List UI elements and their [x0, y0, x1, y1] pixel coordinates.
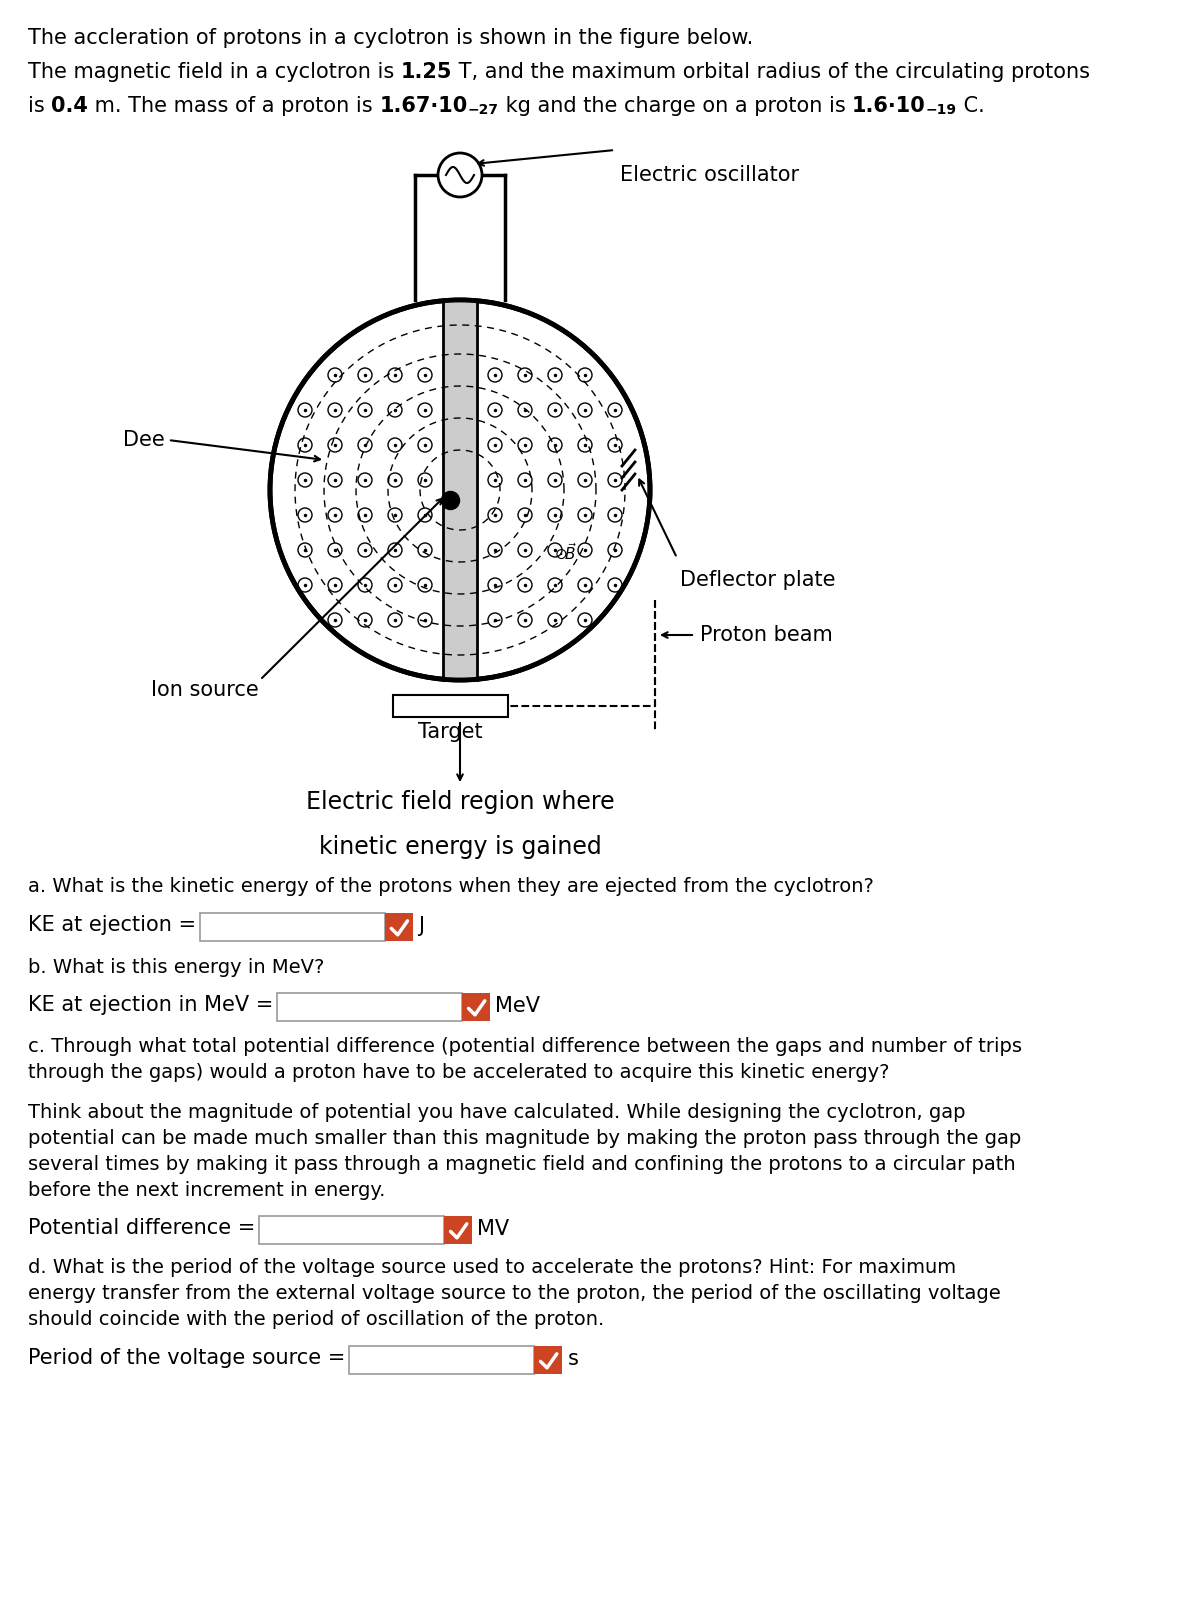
Text: potential can be made much smaller than this magnitude by making the proton pass: potential can be made much smaller than … [28, 1129, 1021, 1148]
Bar [393, 695, 509, 717]
Text: energy transfer from the external voltage source to the proton, the period of th: energy transfer from the external voltag… [28, 1284, 1001, 1303]
Text: C.: C. [957, 96, 984, 115]
Text: 0.4: 0.4 [52, 96, 88, 115]
FancyBboxPatch shape [349, 1346, 535, 1374]
Text: d. What is the period of the voltage source used to accelerate the protons? Hint: d. What is the period of the voltage sou… [28, 1258, 956, 1278]
Text: −19: −19 [926, 102, 957, 117]
Text: Electric oscillator: Electric oscillator [620, 165, 799, 186]
Text: kinetic energy is gained: kinetic energy is gained [319, 836, 602, 860]
FancyBboxPatch shape [535, 1346, 563, 1374]
Text: Proton beam: Proton beam [700, 624, 833, 645]
Circle shape [438, 154, 481, 197]
Text: Period of the voltage source =: Period of the voltage source = [28, 1348, 346, 1367]
Text: c. Through what total potential difference (potential difference between the gap: c. Through what total potential differen… [28, 1037, 1022, 1057]
Text: MeV: MeV [496, 996, 540, 1017]
Ellipse shape [270, 299, 650, 680]
Text: Target: Target [418, 722, 483, 741]
Bar [442, 299, 478, 680]
Text: b. What is this energy in MeV?: b. What is this energy in MeV? [28, 957, 324, 977]
Text: The magnetic field in a cyclotron is: The magnetic field in a cyclotron is [28, 62, 401, 82]
Text: Deflector plate: Deflector plate [680, 570, 835, 591]
Text: J: J [418, 916, 424, 937]
Text: −27: −27 [467, 102, 499, 117]
FancyBboxPatch shape [385, 913, 413, 941]
Text: MV: MV [478, 1218, 510, 1239]
Text: The accleration of protons in a cyclotron is shown in the figure below.: The accleration of protons in a cyclotro… [28, 27, 753, 48]
Text: KE at ejection in MeV =: KE at ejection in MeV = [28, 994, 274, 1015]
Text: is: is [28, 96, 52, 115]
Text: a. What is the kinetic energy of the protons when they are ejected from the cycl: a. What is the kinetic energy of the pro… [28, 877, 874, 897]
Text: should coincide with the period of oscillation of the proton.: should coincide with the period of oscil… [28, 1310, 604, 1329]
Text: $\odot\!\vec{B}$: $\odot\!\vec{B}$ [553, 543, 576, 564]
Text: T, and the maximum orbital radius of the circulating protons: T, and the maximum orbital radius of the… [452, 62, 1090, 82]
Text: m. The mass of a proton is: m. The mass of a proton is [88, 96, 380, 115]
Text: 1.6·10: 1.6·10 [852, 96, 926, 115]
Text: Electric field region where: Electric field region where [306, 789, 615, 813]
Text: several times by making it pass through a magnetic field and confining the proto: several times by making it pass through … [28, 1154, 1016, 1174]
Text: kg and the charge on a proton is: kg and the charge on a proton is [499, 96, 852, 115]
Text: KE at ejection =: KE at ejection = [28, 916, 196, 935]
FancyBboxPatch shape [201, 913, 385, 941]
FancyBboxPatch shape [260, 1217, 445, 1244]
Text: 1.67·10: 1.67·10 [380, 96, 467, 115]
Text: through the gaps) would a proton have to be accelerated to acquire this kinetic : through the gaps) would a proton have to… [28, 1063, 890, 1082]
FancyBboxPatch shape [445, 1217, 472, 1244]
Text: 1.25: 1.25 [401, 62, 452, 82]
Text: s: s [568, 1350, 578, 1369]
Text: Potential difference =: Potential difference = [28, 1218, 255, 1238]
FancyBboxPatch shape [277, 993, 463, 1021]
Text: before the next increment in energy.: before the next increment in energy. [28, 1182, 386, 1201]
FancyBboxPatch shape [463, 993, 491, 1021]
Text: Dee: Dee [123, 431, 165, 450]
Text: Think about the magnitude of potential you have calculated. While designing the : Think about the magnitude of potential y… [28, 1103, 965, 1122]
Text: Ion source: Ion source [151, 680, 258, 700]
